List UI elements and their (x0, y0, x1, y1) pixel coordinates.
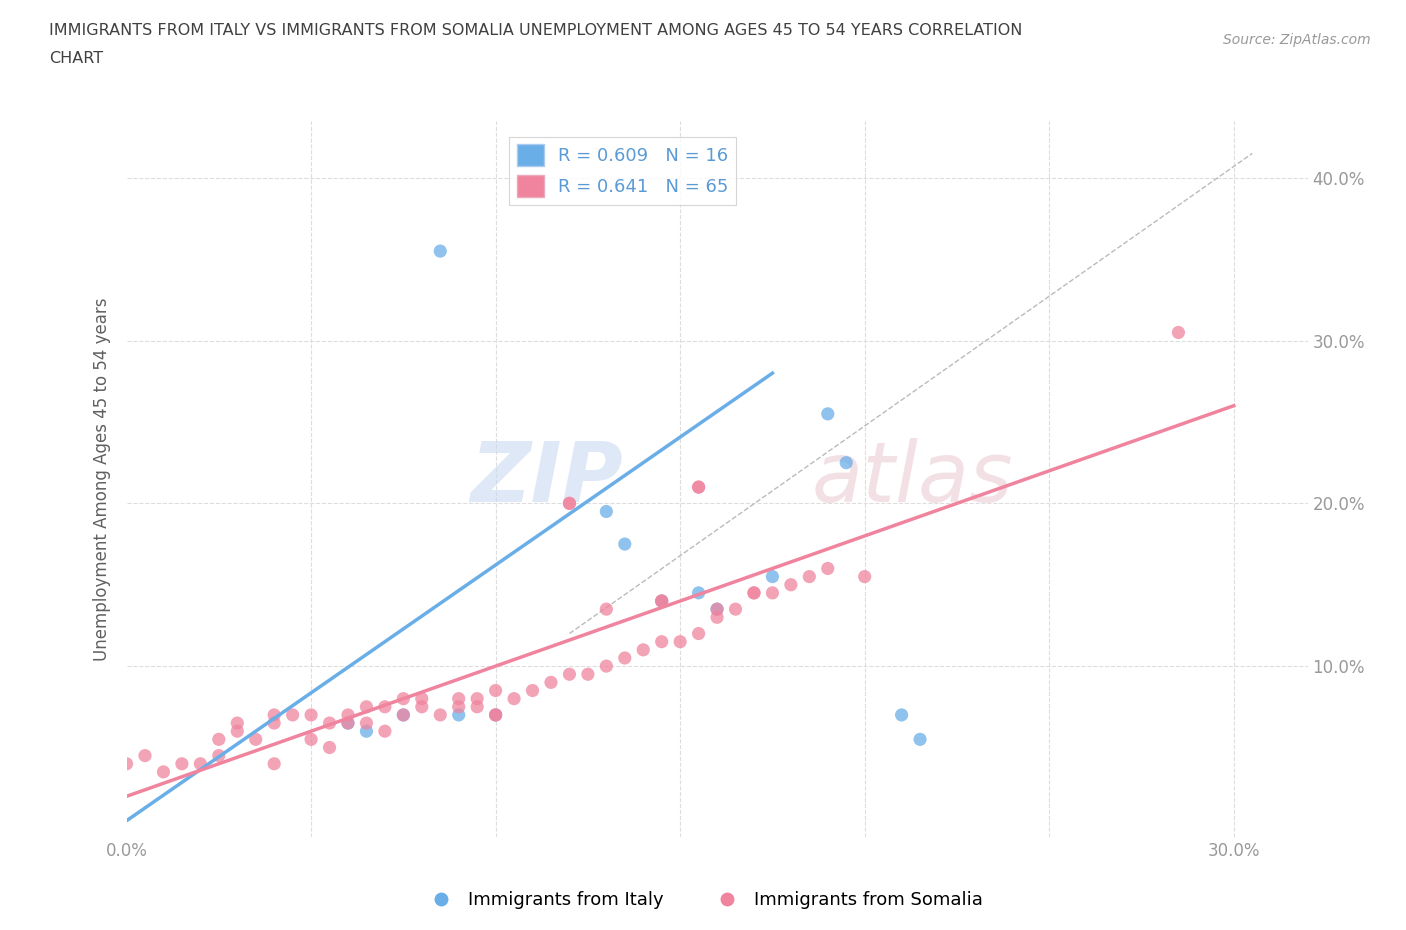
Point (208, 732, 231, 747)
Point (742, 586, 765, 601)
Point (890, 708, 912, 723)
Point (337, 708, 360, 723)
Point (392, 708, 415, 723)
Point (226, 716, 249, 731)
Point (263, 716, 285, 731)
Point (465, 699, 488, 714)
Point (613, 537, 636, 551)
Point (318, 740, 340, 755)
Text: IMMIGRANTS FROM ITALY VS IMMIGRANTS FROM SOMALIA UNEMPLOYMENT AMONG AGES 45 TO 5: IMMIGRANTS FROM ITALY VS IMMIGRANTS FROM… (49, 23, 1022, 38)
Point (484, 708, 508, 723)
Point (484, 708, 508, 723)
Point (613, 651, 636, 666)
Text: Source: ZipAtlas.com: Source: ZipAtlas.com (1223, 33, 1371, 46)
Point (263, 708, 285, 723)
Text: ZIP: ZIP (470, 438, 623, 520)
Point (688, 586, 710, 601)
Point (558, 496, 581, 511)
Point (411, 699, 433, 714)
Point (706, 602, 728, 617)
Point (226, 724, 249, 738)
Point (411, 691, 433, 706)
Point (484, 708, 508, 723)
Point (392, 691, 415, 706)
Point (706, 610, 728, 625)
Point (245, 732, 267, 747)
Point (651, 593, 673, 608)
Point (742, 586, 765, 601)
Point (281, 708, 304, 723)
Point (651, 634, 673, 649)
Point (633, 643, 655, 658)
Point (595, 658, 617, 673)
Point (522, 683, 544, 698)
Point (447, 708, 470, 723)
Legend: Immigrants from Italy, Immigrants from Somalia: Immigrants from Italy, Immigrants from S… (416, 884, 990, 916)
Y-axis label: Unemployment Among Ages 45 to 54 years: Unemployment Among Ages 45 to 54 years (93, 298, 111, 660)
Point (374, 724, 396, 738)
Point (392, 708, 415, 723)
Point (484, 683, 508, 698)
Point (170, 756, 193, 771)
Point (447, 691, 470, 706)
Point (337, 716, 360, 731)
Point (465, 691, 488, 706)
Legend: R = 0.609   N = 16, R = 0.641   N = 65: R = 0.609 N = 16, R = 0.641 N = 65 (509, 137, 735, 205)
Point (651, 593, 673, 608)
Point (558, 496, 581, 511)
Point (134, 748, 156, 763)
Point (817, 406, 839, 421)
Point (152, 764, 174, 779)
Point (799, 569, 821, 584)
Point (263, 756, 285, 771)
Point (299, 732, 322, 747)
Point (688, 626, 710, 641)
Point (356, 699, 378, 714)
Point (115, 756, 138, 771)
Point (299, 708, 322, 723)
Text: atlas: atlas (811, 438, 1014, 520)
Point (356, 716, 378, 731)
Point (1167, 326, 1189, 340)
Point (576, 667, 599, 682)
Point (724, 602, 747, 617)
Point (761, 569, 783, 584)
Point (429, 244, 451, 259)
Point (429, 708, 451, 723)
Point (835, 455, 858, 470)
Point (337, 716, 360, 731)
Point (853, 569, 876, 584)
Point (908, 732, 931, 747)
Point (651, 593, 673, 608)
Point (761, 586, 783, 601)
Point (688, 480, 710, 495)
Point (356, 724, 378, 738)
Point (595, 504, 617, 519)
Point (558, 667, 581, 682)
Point (208, 748, 231, 763)
Point (688, 480, 710, 495)
Point (503, 691, 526, 706)
Point (188, 756, 212, 771)
Point (595, 602, 617, 617)
Point (318, 716, 340, 731)
Point (447, 699, 470, 714)
Text: CHART: CHART (49, 51, 103, 66)
Point (817, 561, 839, 576)
Point (779, 578, 801, 592)
Point (706, 602, 728, 617)
Point (540, 675, 562, 690)
Point (374, 699, 396, 714)
Point (669, 634, 692, 649)
